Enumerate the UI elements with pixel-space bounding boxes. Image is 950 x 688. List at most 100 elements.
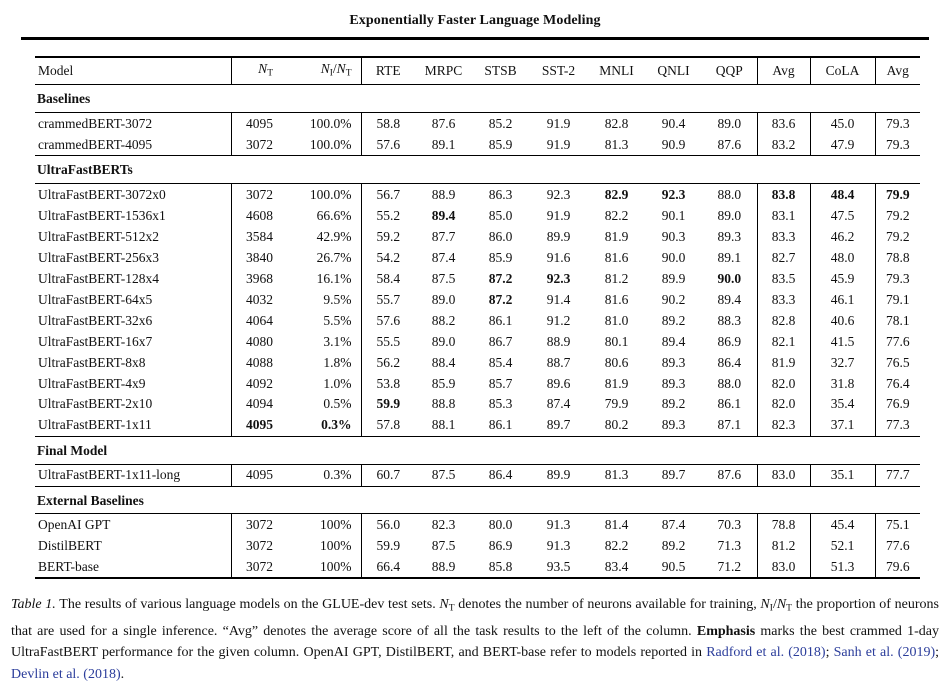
page-title: Exponentially Faster Language Modeling: [349, 13, 601, 28]
caption-math: NI/NT: [760, 597, 792, 614]
cell-avg: 83.3: [756, 226, 810, 247]
cell-n-i-n-t: 1.8%: [323, 354, 352, 370]
cell-avg: 79.3: [874, 112, 920, 135]
cell-avg: 79.3: [874, 267, 920, 289]
table-row: UltraFastBERT-1x11 4095 0.3% 57.8 88.1 86.1 89…: [35, 414, 920, 437]
table-row: UltraFastBERT-256x3 3840 26.7% 54.2 87.4 85.9…: [35, 247, 920, 268]
citation-link[interactable]: Sanh et al. (2019): [833, 645, 936, 661]
cell-avg: 82.1: [756, 330, 810, 352]
citation-link[interactable]: Radford et al. (2018): [706, 645, 826, 661]
section-header-row: UltraFastBERTs: [35, 155, 920, 185]
cell-stsb: 85.7: [488, 375, 513, 391]
cell-avg: 83.6: [756, 112, 810, 135]
model-name-cell: UltraFastBERT-1x11-long: [35, 464, 231, 487]
cell-qnli: 87.4: [661, 517, 686, 533]
cell-qqp: 88.0: [717, 186, 742, 202]
cell-mrpc: 89.4: [431, 207, 456, 223]
col-header-qnli: QNLI: [645, 56, 702, 86]
cell-mnli: 81.9: [604, 375, 629, 391]
col-header-rte: RTE: [360, 56, 415, 86]
cell-n-i-n-t: 42.9%: [316, 228, 352, 244]
col-header-stsb: STSB: [472, 56, 529, 86]
caption-text: marks the best crammed 1-day UltraFastBE…: [11, 623, 939, 661]
table-row: DistilBERT 3072 100% 59.9 87.5 86.9 91.3 82.2 89…: [35, 535, 920, 557]
cell-n-t: 3072: [230, 134, 285, 157]
cell-cola: 31.8: [809, 372, 875, 394]
cell-avg: 78.1: [874, 309, 920, 331]
cell-avg: 83.3: [756, 288, 810, 310]
cell-avg: 83.8: [756, 183, 810, 206]
cell-qnli: 89.3: [661, 354, 686, 370]
cell-avg: 79.1: [874, 288, 920, 310]
cell-avg: 81.2: [756, 535, 810, 557]
caption-math: NT: [439, 597, 455, 614]
cell-sst-2: 88.7: [546, 354, 571, 370]
cell-n-t: 4095: [230, 112, 285, 135]
cell-avg: 82.3: [756, 414, 810, 437]
cell-n-i-n-t: 3.1%: [323, 333, 352, 349]
cell-n-i-n-t: 5.5%: [323, 312, 352, 328]
cell-n-t: 4088: [230, 351, 285, 373]
cell-n-i-n-t: 100.0%: [285, 134, 361, 157]
table-row: BERT-base 3072 100% 66.4 88.9 85.8 93.5 83.4 90.…: [35, 556, 920, 580]
cell-n-i-n-t: 26.7%: [316, 249, 352, 265]
cell-avg: 83.0: [756, 556, 810, 580]
cell-qnli: 90.5: [645, 556, 702, 580]
col-header-mnli: MNLI: [588, 56, 645, 86]
cell-mrpc: 89.0: [431, 333, 456, 349]
cell-sst-2: 92.3: [546, 270, 571, 286]
cell-stsb: 85.9: [488, 249, 513, 265]
table-row: UltraFastBERT-32x6 4064 5.5% 57.6 88.2 86.1 91…: [35, 309, 920, 331]
cell-sst-2: 89.9: [529, 464, 588, 487]
cell-cola: 37.1: [809, 414, 875, 437]
cell-rte: 56.7: [360, 183, 415, 206]
cell-n-i-n-t: 9.5%: [323, 291, 352, 307]
cell-mnli: 81.3: [588, 134, 645, 157]
cell-rte: 55.5: [360, 330, 415, 352]
cell-qnli: 90.3: [661, 228, 686, 244]
col-header-avg: Avg: [756, 56, 810, 86]
table-row: UltraFastBERT-16x7 4080 3.1% 55.5 89.0 86.7 88…: [35, 330, 920, 352]
cell-mrpc: 87.5: [431, 538, 456, 554]
cell-avg: 83.5: [756, 267, 810, 289]
cell-n-t: 4032: [230, 288, 285, 310]
cell-mrpc: 87.7: [431, 228, 456, 244]
cell-mrpc: 89.0: [431, 291, 456, 307]
cell-stsb: 85.2: [488, 115, 513, 131]
cell-cola: 47.5: [809, 205, 875, 227]
cell-qqp: 89.0: [717, 207, 742, 223]
cell-avg: 83.0: [756, 464, 810, 487]
cell-stsb: 86.9: [488, 538, 513, 554]
section-header-row: Final Model: [35, 436, 920, 465]
cell-n-i-n-t: 100%: [320, 538, 352, 554]
cell-mrpc: 88.9: [431, 186, 456, 202]
cell-avg: 82.8: [756, 309, 810, 331]
cell-qqp: 88.3: [717, 312, 742, 328]
cell-n-i-n-t: 100%: [320, 517, 352, 533]
cell-stsb: 86.0: [488, 228, 513, 244]
cell-mrpc: 85.9: [431, 375, 456, 391]
cell-mrpc: 87.4: [431, 249, 456, 265]
cell-n-t: 3072: [230, 183, 285, 206]
cell-cola: 35.4: [809, 393, 875, 415]
cell-qnli: 90.9: [645, 134, 702, 157]
cell-sst-2: 89.6: [546, 375, 571, 391]
cell-stsb: 85.8: [472, 556, 529, 580]
cell-qqp: 71.3: [717, 538, 742, 554]
cell-qnli: 89.9: [661, 270, 686, 286]
section-label: Baselines: [35, 84, 920, 114]
cell-mnli: 81.2: [604, 270, 629, 286]
model-name-cell: UltraFastBERT-128x4: [38, 270, 159, 286]
cell-cola: 47.9: [809, 134, 875, 157]
cell-rte: 53.8: [360, 372, 415, 394]
cell-mnli: 81.0: [604, 312, 629, 328]
cell-n-t: 3072: [230, 556, 285, 580]
cell-rte: 59.9: [360, 535, 415, 557]
citation-link[interactable]: Devlin et al. (2018): [11, 667, 121, 683]
table-row: UltraFastBERT-2x10 4094 0.5% 59.9 88.8 85.3 87…: [35, 393, 920, 415]
cell-n-i-n-t: 16.1%: [316, 270, 352, 286]
cell-mnli: 83.4: [588, 556, 645, 580]
caption-text: The results of various language models o…: [55, 597, 440, 613]
cell-n-i-n-t: 100.0%: [309, 115, 352, 131]
cell-rte: 59.2: [360, 226, 415, 247]
